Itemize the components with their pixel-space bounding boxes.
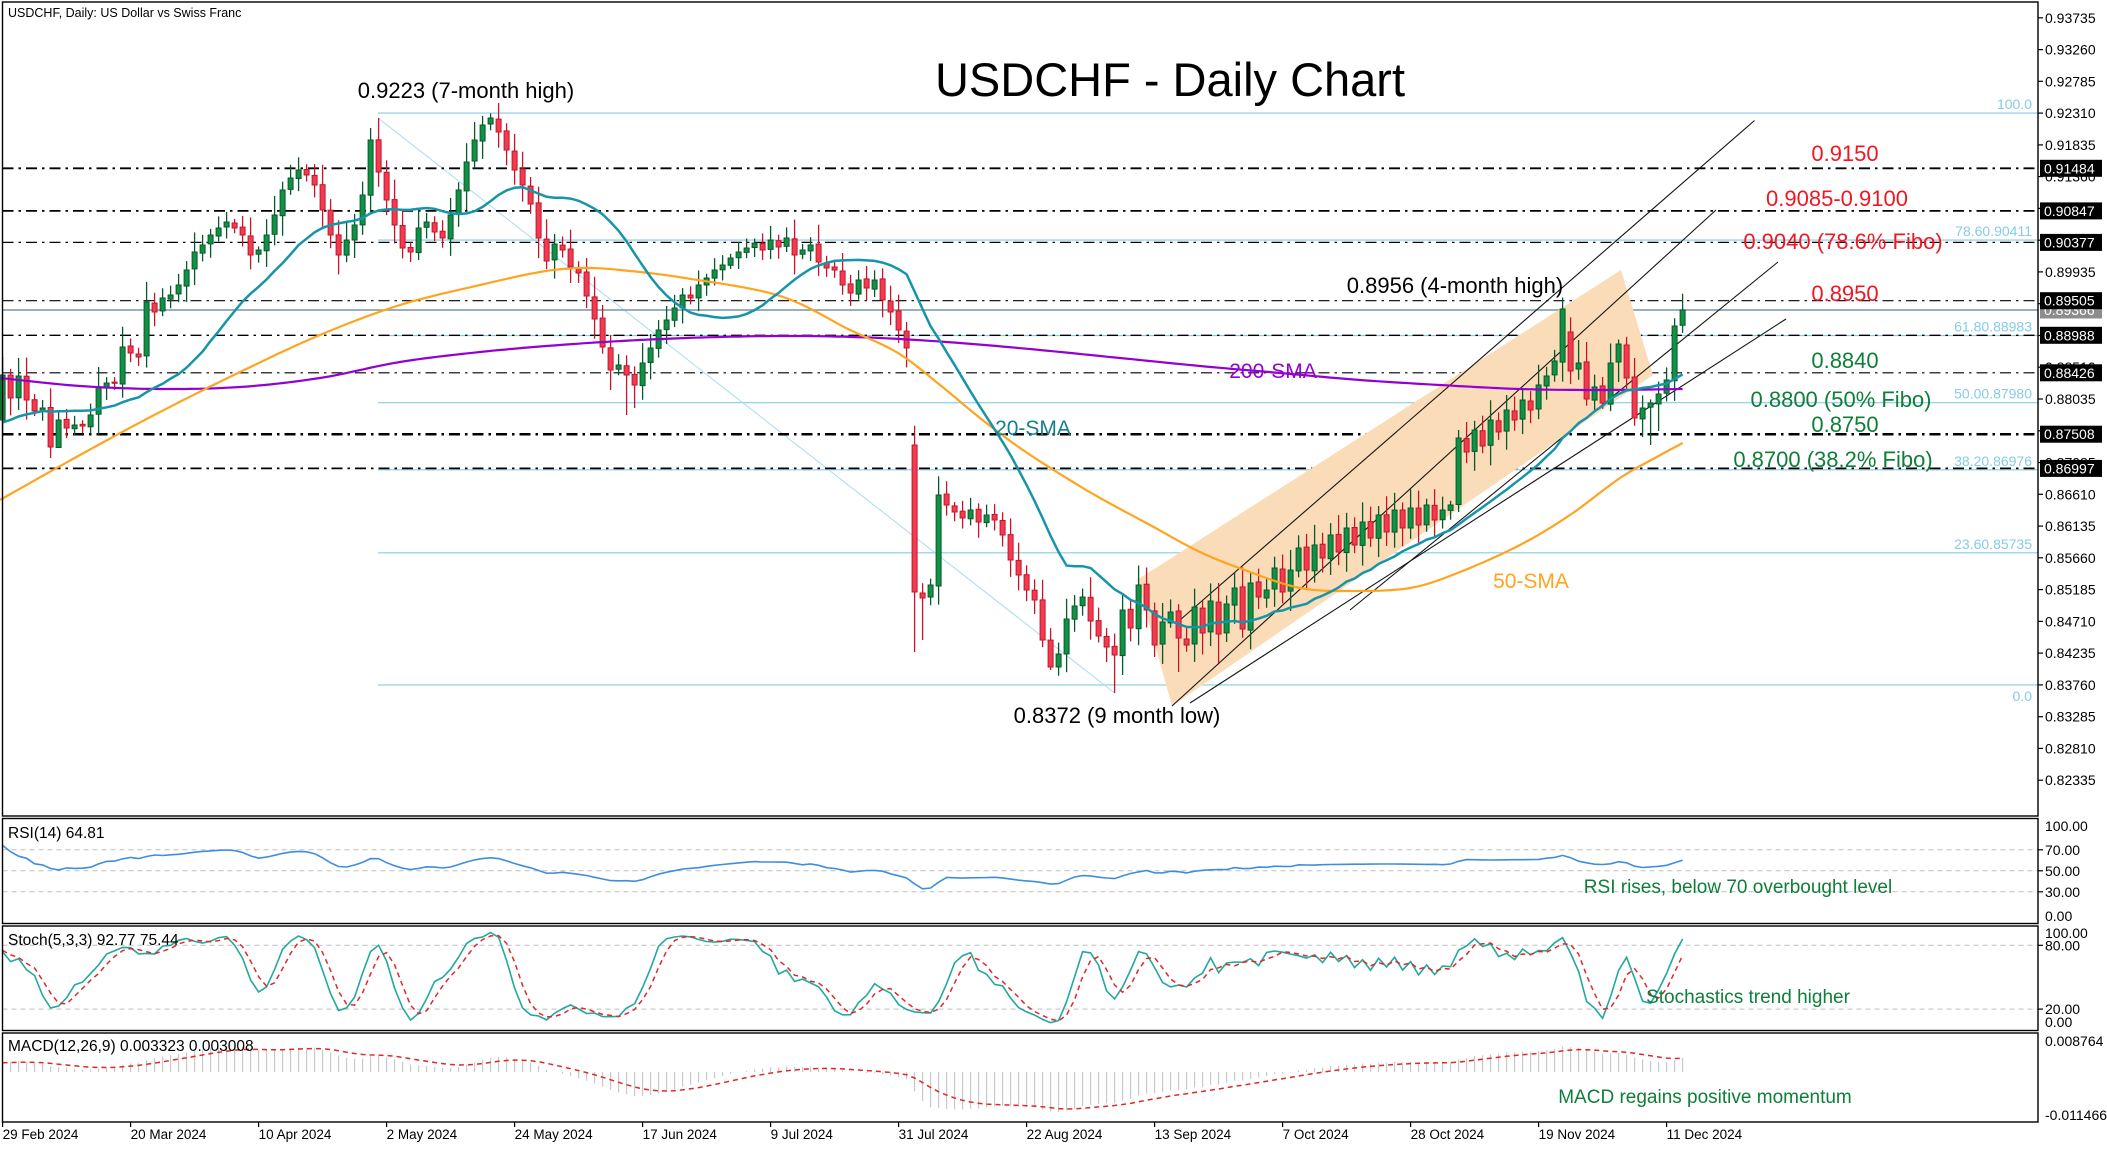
- svg-text:0.008764: 0.008764: [2045, 1033, 2104, 1049]
- svg-text:70.00: 70.00: [2045, 842, 2080, 858]
- svg-text:0.83760: 0.83760: [2045, 677, 2096, 693]
- svg-text:RSI(14) 64.81: RSI(14) 64.81: [8, 825, 105, 842]
- svg-text:USDCHF - Daily Chart: USDCHF - Daily Chart: [935, 53, 1405, 106]
- svg-text:0.8750: 0.8750: [1811, 412, 1878, 437]
- svg-text:20-SMA: 20-SMA: [995, 417, 1071, 440]
- svg-text:100.0: 100.0: [1997, 96, 2032, 112]
- svg-text:31 Jul 2024: 31 Jul 2024: [899, 1127, 969, 1142]
- svg-text:28 Oct 2024: 28 Oct 2024: [1411, 1127, 1485, 1142]
- svg-text:0.82810: 0.82810: [2045, 740, 2096, 756]
- svg-text:0.9040 (78.6% Fibo): 0.9040 (78.6% Fibo): [1743, 229, 1942, 254]
- svg-text:0.86135: 0.86135: [2045, 518, 2096, 534]
- svg-text:0.86997: 0.86997: [2044, 460, 2095, 476]
- svg-text:0.88035: 0.88035: [2045, 391, 2096, 407]
- svg-text:0.84710: 0.84710: [2045, 613, 2096, 629]
- svg-text:0.9085-0.9100: 0.9085-0.9100: [1766, 186, 1908, 211]
- svg-text:0.00: 0.00: [2045, 908, 2072, 924]
- svg-text:13 Sep 2024: 13 Sep 2024: [1155, 1127, 1232, 1142]
- svg-text:22 Aug 2024: 22 Aug 2024: [1027, 1127, 1103, 1142]
- svg-text:0.8956 (4-month high): 0.8956 (4-month high): [1347, 273, 1563, 298]
- svg-text:0.88988: 0.88988: [2044, 327, 2095, 343]
- svg-text:0.92785: 0.92785: [2045, 73, 2096, 89]
- svg-text:10 Apr 2024: 10 Apr 2024: [259, 1127, 332, 1142]
- svg-text:0.93735: 0.93735: [2045, 10, 2096, 26]
- svg-text:0.82335: 0.82335: [2045, 772, 2096, 788]
- svg-text:17 Jun 2024: 17 Jun 2024: [643, 1127, 718, 1142]
- svg-text:USDCHF, Daily: US Dollar vs S: USDCHF, Daily: US Dollar vs Swiss Franc: [8, 6, 241, 20]
- svg-text:100.00: 100.00: [2045, 818, 2088, 834]
- svg-text:0.8950: 0.8950: [1811, 281, 1878, 306]
- svg-text:0.83285: 0.83285: [2045, 709, 2096, 725]
- svg-text:19 Nov 2024: 19 Nov 2024: [1539, 1127, 1616, 1142]
- svg-text:0.8700 (38.2% Fibo): 0.8700 (38.2% Fibo): [1733, 447, 1932, 472]
- svg-text:200-SMA: 200-SMA: [1229, 360, 1317, 383]
- svg-text:MACD regains positive momentum: MACD regains positive momentum: [1558, 1087, 1852, 1108]
- svg-text:61.80.88983: 61.80.88983: [1954, 319, 2032, 335]
- svg-text:80.00: 80.00: [2045, 937, 2080, 953]
- svg-text:0.86610: 0.86610: [2045, 486, 2096, 502]
- svg-text:Stoch(5,3,3) 92.77 75.44: Stoch(5,3,3) 92.77 75.44: [8, 932, 179, 949]
- svg-text:0.90847: 0.90847: [2044, 203, 2095, 219]
- svg-text:23.60.85735: 23.60.85735: [1954, 536, 2032, 552]
- svg-text:0.8800 (50% Fibo): 0.8800 (50% Fibo): [1751, 387, 1932, 412]
- svg-text:30.00: 30.00: [2045, 884, 2080, 900]
- svg-text:29 Feb 2024: 29 Feb 2024: [3, 1127, 79, 1142]
- svg-text:0.91484: 0.91484: [2044, 160, 2095, 176]
- svg-text:50.00.87980: 50.00.87980: [1954, 386, 2032, 402]
- svg-text:0.87508: 0.87508: [2044, 426, 2095, 442]
- svg-text:38.20.86976: 38.20.86976: [1954, 453, 2032, 469]
- svg-text:-0.011466: -0.011466: [2045, 1107, 2107, 1123]
- svg-text:0.89505: 0.89505: [2044, 293, 2095, 309]
- svg-text:Stochastics trend higher: Stochastics trend higher: [1646, 987, 1851, 1008]
- svg-text:20 Mar 2024: 20 Mar 2024: [131, 1127, 207, 1142]
- svg-text:0.93260: 0.93260: [2045, 42, 2096, 58]
- svg-text:100.00: 100.00: [2045, 925, 2088, 941]
- svg-text:0.89935: 0.89935: [2045, 264, 2096, 280]
- svg-text:0.85660: 0.85660: [2045, 550, 2096, 566]
- svg-text:MACD(12,26,9) 0.003323 0.00300: MACD(12,26,9) 0.003323 0.003008: [8, 1038, 254, 1055]
- svg-text:0.8372 (9 month low): 0.8372 (9 month low): [1014, 703, 1221, 728]
- svg-text:0.0: 0.0: [2013, 688, 2033, 704]
- svg-text:0.9223 (7-month high): 0.9223 (7-month high): [358, 78, 574, 103]
- svg-text:RSI rises, below 70 overbought: RSI rises, below 70 overbought level: [1584, 877, 1892, 898]
- svg-text:7 Oct 2024: 7 Oct 2024: [1283, 1127, 1350, 1142]
- svg-text:0.84235: 0.84235: [2045, 645, 2096, 661]
- svg-text:9 Jul 2024: 9 Jul 2024: [771, 1127, 834, 1142]
- svg-text:0.90377: 0.90377: [2044, 234, 2095, 250]
- svg-text:0.92310: 0.92310: [2045, 105, 2096, 121]
- svg-text:0.91835: 0.91835: [2045, 137, 2096, 153]
- svg-text:50-SMA: 50-SMA: [1493, 570, 1569, 593]
- svg-text:0.00: 0.00: [2045, 1014, 2072, 1030]
- svg-text:50.00: 50.00: [2045, 863, 2080, 879]
- svg-text:0.88426: 0.88426: [2044, 365, 2095, 381]
- svg-text:11 Dec 2024: 11 Dec 2024: [1667, 1127, 1743, 1142]
- svg-text:0.85185: 0.85185: [2045, 582, 2096, 598]
- svg-text:24 May 2024: 24 May 2024: [515, 1127, 594, 1142]
- svg-text:78.60.90411: 78.60.90411: [1955, 223, 2032, 239]
- svg-text:2 May 2024: 2 May 2024: [387, 1127, 458, 1142]
- svg-text:0.9150: 0.9150: [1811, 141, 1878, 166]
- svg-text:0.8840: 0.8840: [1811, 348, 1878, 373]
- svg-text:20.00: 20.00: [2045, 1001, 2080, 1017]
